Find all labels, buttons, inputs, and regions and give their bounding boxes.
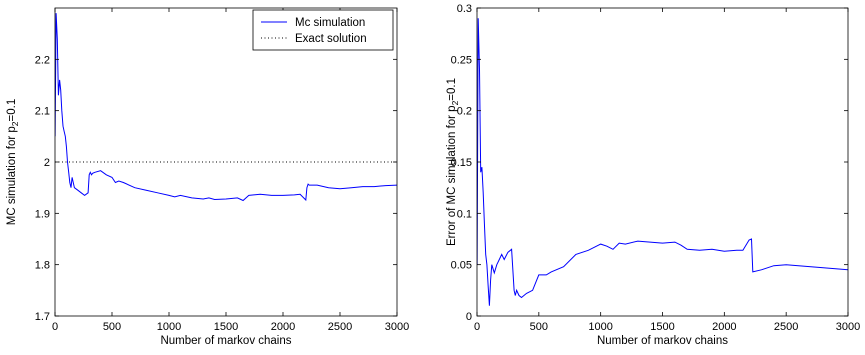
- legend-label-2: Exact solution: [295, 33, 367, 45]
- x-tick-label: 1000: [588, 321, 612, 333]
- y-tick-label: 0.15: [451, 157, 472, 169]
- y-tick-label: 1.7: [35, 311, 50, 323]
- legend-label-1: Mc simulation: [295, 17, 365, 29]
- x-tick-label: 3000: [385, 321, 409, 333]
- y-tick-label: 0.05: [451, 260, 472, 272]
- y-axis-label: MC simulation for p2=0.1: [6, 99, 20, 226]
- x-axis-label: Number of markov chains: [160, 335, 291, 347]
- x-tick-label: 0: [52, 321, 58, 333]
- x-tick-label: 2500: [774, 321, 798, 333]
- x-tick-label: 500: [103, 321, 121, 333]
- y-tick-label: 0.25: [451, 54, 472, 66]
- x-tick-label: 2500: [328, 321, 352, 333]
- series-line-1: [55, 13, 397, 202]
- x-tick-label: 2000: [712, 321, 736, 333]
- y-tick-label: 0.2: [457, 106, 472, 118]
- legend-box: [252, 9, 394, 51]
- y-tick-label: 0: [466, 311, 472, 323]
- y-tick-label: 2.1: [35, 106, 50, 118]
- x-tick-label: 2000: [271, 321, 295, 333]
- chart-2: 0 500 1000 1500 2000 2500 3000 0 0.05 0.1 0.15 0.2 0…: [446, 3, 860, 347]
- y-tick-label: 2: [44, 157, 50, 169]
- chart-1: 0 500 1000 1500 2000 2500 3000 1.7 1.8 1.9 2 2.1 2.2…: [6, 7, 409, 347]
- y-tick-label: 0.1: [457, 208, 472, 220]
- y-axis-label: Error of MC simulation for p2=0.1: [446, 78, 460, 246]
- x-tick-label: 500: [530, 321, 548, 333]
- legend: Mc simulation Exact solution: [252, 9, 394, 51]
- x-tick-label: 1000: [157, 321, 181, 333]
- x-tick-label: 1500: [650, 321, 674, 333]
- y-tick-label: 1.8: [35, 260, 50, 272]
- y-tick-label: 0.3: [457, 3, 472, 15]
- y-tick-label: 2.2: [35, 54, 50, 66]
- x-tick-label: 0: [474, 321, 480, 333]
- x-tick-label: 3000: [836, 321, 860, 333]
- series-line-1: [477, 18, 848, 306]
- x-tick-label: 1500: [214, 321, 238, 333]
- plot-area-frame: [476, 7, 849, 317]
- x-axis-label: Number of markov chains: [597, 335, 728, 347]
- y-tick-label: 1.9: [35, 208, 50, 220]
